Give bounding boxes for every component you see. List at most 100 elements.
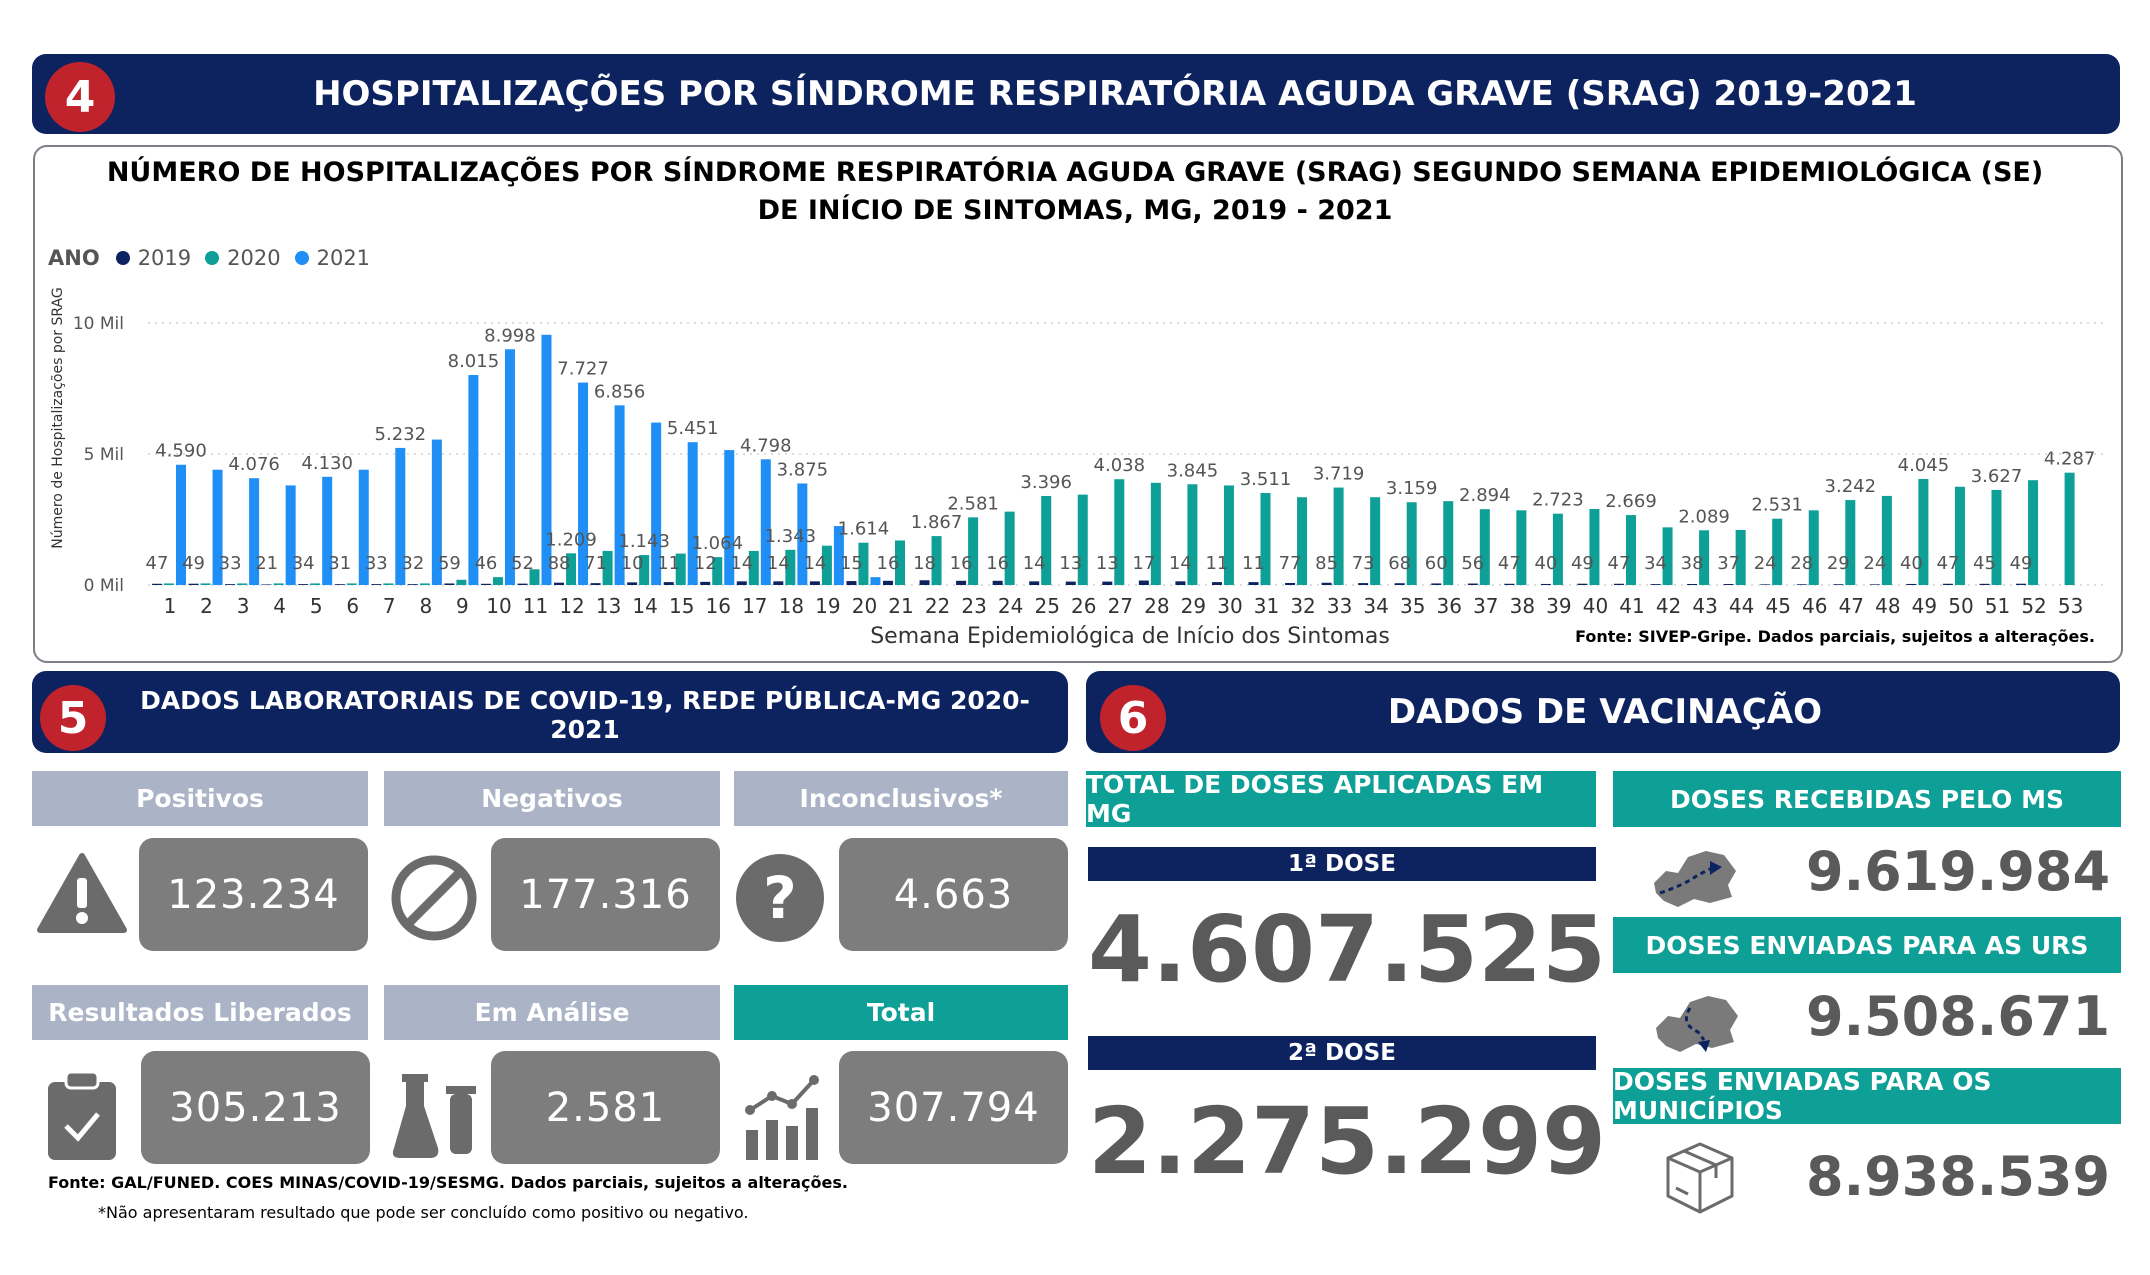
bar-2020-week-43 bbox=[1699, 530, 1710, 585]
bar-2019-week-2 bbox=[188, 583, 199, 585]
bar-2020-week-25 bbox=[1041, 496, 1052, 585]
data-label-2019: 38 bbox=[1681, 553, 1704, 574]
bar-2019-week-20 bbox=[846, 581, 857, 585]
bar-2020-week-36 bbox=[1443, 501, 1454, 585]
bar-2019-week-33 bbox=[1321, 582, 1332, 585]
bar-2021-week-7 bbox=[395, 447, 406, 585]
data-label-2019: 40 bbox=[1900, 553, 1923, 574]
positivos-value: 123.234 bbox=[139, 838, 368, 951]
legend-2020-label: 2020 bbox=[227, 246, 281, 270]
bar-2020-week-7 bbox=[383, 583, 394, 585]
bar-2020-week-22 bbox=[931, 536, 942, 585]
bar-2021-week-12 bbox=[578, 382, 589, 585]
data-label-2019: 73 bbox=[1352, 553, 1375, 574]
bar-2019-week-21 bbox=[883, 580, 893, 585]
bar-2020-week-2 bbox=[200, 583, 211, 585]
x-tick-label: 7 bbox=[383, 594, 396, 618]
question-icon: ? bbox=[736, 854, 824, 942]
bar-2019-week-24 bbox=[992, 580, 1003, 585]
data-label-2019: 71 bbox=[584, 553, 607, 574]
data-label-2019: 28 bbox=[1790, 553, 1813, 574]
x-tick-label: 28 bbox=[1144, 594, 1169, 618]
recebidas-value: 9.619.984 bbox=[1806, 840, 2111, 903]
x-tick-label: 29 bbox=[1181, 594, 1206, 618]
data-label-2021: 6.856 bbox=[594, 381, 646, 402]
bar-2020-week-12 bbox=[566, 553, 577, 585]
data-label-2019: 14 bbox=[1169, 553, 1192, 574]
x-tick-label: 15 bbox=[669, 594, 694, 618]
data-label-2019: 47 bbox=[1608, 553, 1631, 574]
bar-2019-week-16 bbox=[700, 581, 711, 585]
x-tick-label: 32 bbox=[1290, 594, 1315, 618]
data-label-2019: 13 bbox=[1059, 553, 1082, 574]
bar-2020-week-33 bbox=[1333, 487, 1344, 585]
data-label-2019: 77 bbox=[1279, 553, 1302, 574]
data-label-2021: 4.590 bbox=[155, 441, 207, 462]
x-tick-label: 21 bbox=[888, 594, 913, 618]
bar-2019-week-30 bbox=[1211, 582, 1222, 585]
data-label-2019: 45 bbox=[1973, 553, 1996, 574]
x-tick-label: 10 bbox=[486, 594, 511, 618]
x-tick-label: 22 bbox=[925, 594, 950, 618]
data-label-2019: 18 bbox=[913, 553, 936, 574]
legend-2019-swatch bbox=[115, 251, 130, 265]
data-label-2021: 4.076 bbox=[228, 454, 280, 475]
bar-2020-week-20 bbox=[858, 542, 869, 585]
bar-2019-week-35 bbox=[1394, 583, 1405, 585]
bar-2019-week-12 bbox=[554, 582, 565, 585]
bar-2019-week-9 bbox=[444, 583, 455, 585]
data-label-2019: 16 bbox=[950, 553, 973, 574]
bar-2019-week-15 bbox=[663, 582, 674, 585]
x-tick-label: 9 bbox=[456, 594, 469, 618]
bar-2020-week-11 bbox=[529, 569, 540, 585]
x-tick-label: 47 bbox=[1839, 594, 1864, 618]
data-label-2021: 5.451 bbox=[667, 418, 719, 439]
data-label-2019: 60 bbox=[1425, 553, 1448, 574]
x-tick-label: 36 bbox=[1437, 594, 1462, 618]
data-label-2019: 11 bbox=[1205, 553, 1228, 574]
bar-2019-week-37 bbox=[1467, 583, 1478, 585]
data-label-2020: 4.045 bbox=[1898, 455, 1950, 476]
section-6-badge: 6 bbox=[1100, 685, 1166, 751]
x-tick-label: 13 bbox=[596, 594, 621, 618]
analise-value: 2.581 bbox=[491, 1051, 720, 1164]
x-tick-label: 41 bbox=[1619, 594, 1644, 618]
x-tick-label: 44 bbox=[1729, 594, 1754, 618]
x-tick-label: 25 bbox=[1034, 594, 1059, 618]
data-label-2021: 7.727 bbox=[557, 359, 609, 380]
bar-2019-week-10 bbox=[480, 583, 491, 585]
total-value: 307.794 bbox=[839, 1051, 1068, 1164]
data-label-2019: 14 bbox=[803, 553, 826, 574]
bar-2020-week-29 bbox=[1187, 484, 1198, 585]
data-label-2020: 1.343 bbox=[765, 526, 817, 547]
bar-2019-week-8 bbox=[407, 584, 418, 585]
data-label-2019: 16 bbox=[877, 553, 900, 574]
bar-2019-week-31 bbox=[1248, 582, 1259, 585]
bar-2019-week-44 bbox=[1723, 584, 1734, 585]
bar-2019-week-36 bbox=[1431, 583, 1442, 585]
municipios-value: 8.938.539 bbox=[1806, 1145, 2111, 1208]
bar-2019-week-5 bbox=[298, 584, 309, 585]
section-4-title: HOSPITALIZAÇÕES POR SÍNDROME RESPIRATÓRI… bbox=[313, 74, 1917, 114]
prohibited-icon bbox=[391, 855, 477, 941]
liberados-header: Resultados Liberados bbox=[32, 985, 368, 1040]
bar-2019-week-25 bbox=[1029, 581, 1040, 585]
bar-2020-week-3 bbox=[237, 583, 248, 585]
chart-x-axis-label: Semana Epidemiológica de Início dos Sint… bbox=[870, 624, 1390, 649]
bar-2019-week-18 bbox=[773, 581, 784, 585]
x-tick-label: 42 bbox=[1656, 594, 1681, 618]
bar-2020-week-48 bbox=[1881, 495, 1892, 585]
bar-2019-week-46 bbox=[1796, 584, 1807, 585]
bar-2019-week-26 bbox=[1065, 581, 1076, 585]
data-label-2020: 2.581 bbox=[947, 493, 999, 514]
bar-2020-week-21 bbox=[895, 540, 905, 585]
bar-2019-week-41 bbox=[1614, 583, 1624, 585]
x-tick-label: 45 bbox=[1765, 594, 1790, 618]
data-label-2019: 32 bbox=[401, 553, 424, 574]
state-map-arrow-down-icon bbox=[1656, 996, 1738, 1052]
lab-source: Fonte: GAL/FUNED. COES MINAS/COVID-19/SE… bbox=[48, 1173, 848, 1192]
lab-note: *Não apresentaram resultado que pode ser… bbox=[98, 1203, 749, 1222]
bar-2019-week-23 bbox=[956, 580, 967, 585]
legend-2020-swatch bbox=[205, 251, 220, 265]
data-label-2019: 34 bbox=[292, 553, 315, 574]
